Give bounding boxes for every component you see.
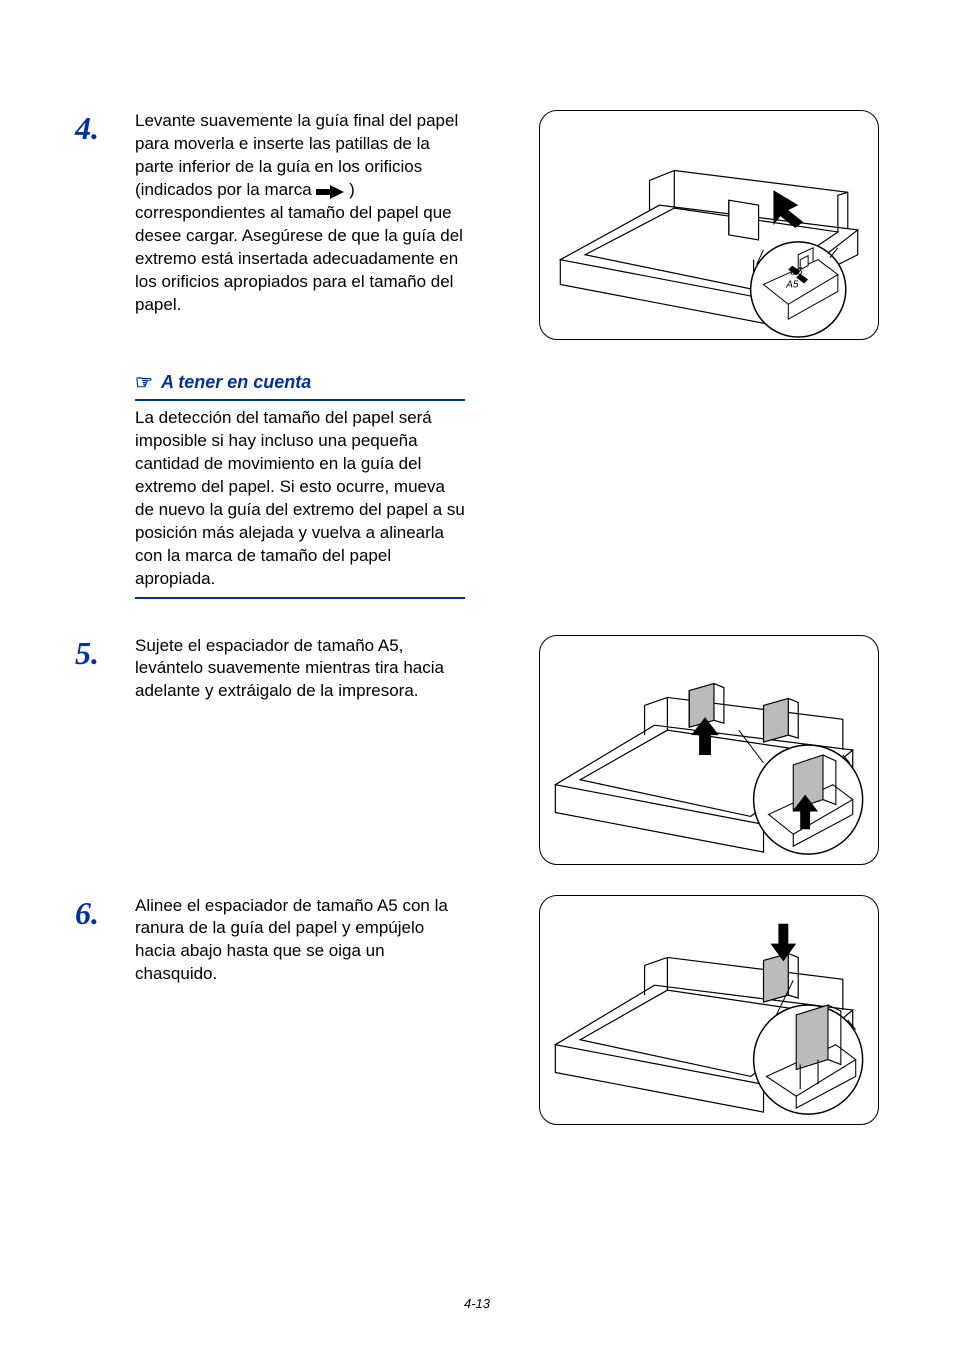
step-5-number: 5. — [75, 635, 135, 669]
step-5-figure-col — [465, 635, 879, 865]
step-5-row: 5. Sujete el espaciador de tamaño A5, le… — [75, 635, 879, 865]
step-6-paragraph: Alinee el espaciador de tamaño A5 con la… — [135, 895, 465, 987]
note-body: La detección del tamaño del papel será i… — [135, 407, 465, 599]
step-6-text: Alinee el espaciador de tamaño A5 con la… — [135, 895, 465, 987]
note-heading-text: A tener en cuenta — [161, 372, 311, 393]
pointing-hand-icon: ☞ — [135, 370, 153, 395]
step-4-figure: B5 A5 — [539, 110, 879, 340]
step-4-number: 4. — [75, 110, 135, 144]
note-heading: ☞ A tener en cuenta — [135, 370, 465, 401]
pointer-arrow-icon — [316, 183, 344, 197]
step-5-paragraph: Sujete el espaciador de tamaño A5, leván… — [135, 635, 465, 704]
label-a5: A5 — [785, 279, 799, 290]
label-b5: B5 — [790, 267, 803, 278]
step-4-text: Levante suavemente la guía final del pap… — [135, 110, 465, 316]
step-5-text: Sujete el espaciador de tamaño A5, leván… — [135, 635, 465, 704]
manual-page: 4. Levante suavemente la guía final del … — [0, 0, 954, 1351]
step-5-figure — [539, 635, 879, 865]
step-6-figure-col — [465, 895, 879, 1125]
step-4-text-after: ) correspondientes al tamaño del papel q… — [135, 180, 463, 314]
step-6-row: 6. Alinee el espaciador de tamaño A5 con… — [75, 895, 879, 1125]
step-4-figure-col: B5 A5 — [465, 110, 879, 340]
step-6-figure — [539, 895, 879, 1125]
step-6-number: 6. — [75, 895, 135, 929]
step-4-text-before: Levante suavemente la guía final del pap… — [135, 111, 458, 199]
note-block: ☞ A tener en cuenta La detección del tam… — [135, 370, 465, 599]
page-footer: 4-13 — [0, 1296, 954, 1311]
step-4-row: 4. Levante suavemente la guía final del … — [75, 110, 879, 340]
